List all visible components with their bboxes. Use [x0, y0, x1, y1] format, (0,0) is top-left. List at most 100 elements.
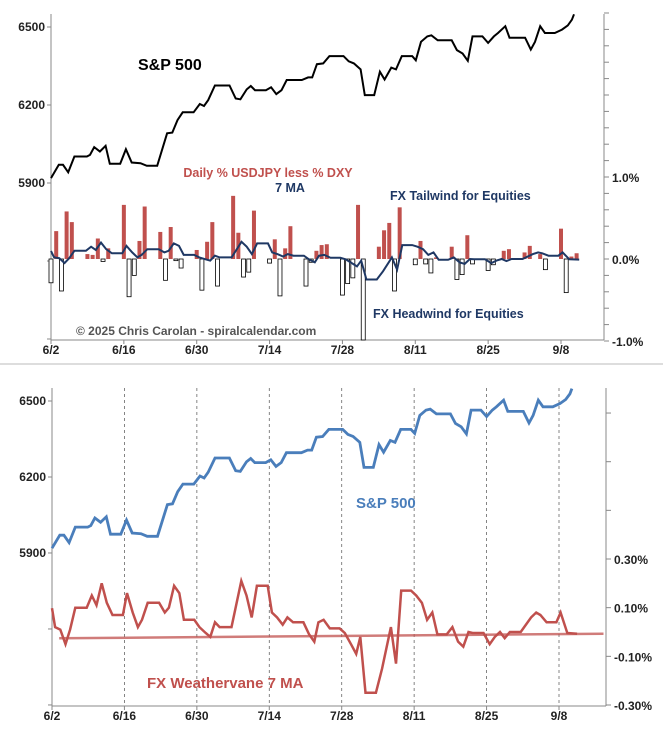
fx-bar-positive [168, 227, 173, 259]
x-axis-label: 8/11 [404, 343, 427, 357]
fx-bar-negative [428, 258, 434, 274]
fx-bar-negative [173, 258, 179, 262]
fx-bar-positive [205, 241, 210, 259]
left-axis-label: 6200 [18, 98, 45, 112]
fx-bar-positive [158, 231, 163, 259]
fx-7ma-line [50, 240, 580, 281]
fx-bar-positive [397, 207, 402, 259]
x-axis-label: 9/8 [553, 343, 570, 357]
sp500-line [50, 388, 574, 549]
fx-bar-positive [376, 246, 381, 259]
fx-bar-negative [303, 258, 309, 287]
right-axis-label: -0.30% [614, 699, 652, 713]
fx-bar-positive [85, 254, 90, 259]
fx-bar-negative [163, 258, 168, 281]
fx-bar-negative [412, 258, 418, 266]
bottom-sp500-label: S&P 500 [356, 495, 416, 512]
bottom-panel: 6500 6200 5900 0.30% 0.10% -0.10% -0.30% 6/2 6/1… [19, 388, 652, 723]
fx-bar-positive [356, 204, 361, 259]
fx-bar-positive [449, 246, 454, 259]
left-axis-label: 5900 [19, 546, 46, 560]
fx-bar-positive [210, 222, 215, 259]
daily-fx-label: Daily % USDJPY less % DXY [183, 166, 353, 180]
x-axis-label: 9/8 [551, 709, 568, 723]
top-7ma-label: 7 MA [275, 181, 305, 195]
fx-weathervane-line [50, 576, 578, 695]
fx-bar-positive [387, 222, 392, 259]
fx-bar-negative [345, 258, 351, 285]
fx-bar-negative [126, 258, 132, 298]
top-sp500-label: S&P 500 [138, 57, 202, 74]
fx-bar-negative [340, 258, 345, 296]
fx-bar-positive [569, 256, 574, 259]
fx-bar-negative [131, 258, 137, 276]
fx-bar-negative [215, 258, 220, 287]
left-axis-label: 5900 [18, 176, 45, 190]
right-axis-label: -1.0% [612, 335, 644, 349]
fx-bar-negative [563, 258, 569, 294]
fx-bar-positive [527, 245, 532, 259]
x-axis-label: 8/25 [476, 343, 500, 357]
fx-bar-positive [522, 252, 527, 259]
fx-bar-positive [121, 204, 126, 259]
copyright-label: © 2025 Chris Carolan - spiralcalendar.co… [76, 324, 316, 338]
fx-bar-negative [360, 258, 366, 341]
left-axis-label: 6500 [19, 394, 46, 408]
fx-bar-negative [48, 258, 54, 284]
left-axis-label: 6500 [18, 20, 45, 34]
fx-bar-positive [194, 249, 199, 259]
fx-bar-positive [251, 210, 256, 259]
fx-bar-negative [459, 258, 465, 275]
top-panel: 6500 6200 5900 1.0% 0.0% -1.0% 6/2 6/16 6/30 7/14… [18, 12, 644, 357]
left-axis-label: 6200 [19, 470, 46, 484]
fx-tailwind-label: FX Tailwind for Equities [390, 189, 531, 203]
fx-bar-positive [324, 244, 329, 259]
fx-bar-positive [64, 211, 69, 259]
fx-bar-negative [485, 258, 491, 271]
fx-bar-positive [272, 239, 277, 259]
fx-bar-positive [283, 248, 288, 259]
x-axis-label: 7/14 [258, 709, 282, 723]
x-axis-label: 6/16 [113, 709, 137, 723]
fx-bar-positive [106, 248, 111, 259]
fx-bar-positive [574, 253, 579, 259]
fx-bar-positive [465, 235, 470, 259]
fx-bar-negative [199, 258, 205, 291]
fx-bar-negative [59, 258, 64, 292]
fx-bar-negative [100, 258, 106, 262]
fx-bar-negative [267, 258, 272, 264]
fx-bar-negative [542, 258, 548, 271]
fx-bar-negative [241, 258, 246, 278]
fx-bar-positive [231, 195, 236, 259]
fx-bar-negative [423, 258, 429, 265]
weathervane-label: FX Weathervane 7 MA [147, 675, 304, 692]
fx-bar-positive [90, 254, 95, 259]
x-axis-label: 8/11 [403, 709, 426, 723]
fx-bar-negative [350, 258, 356, 279]
x-axis-label: 6/16 [112, 343, 136, 357]
fx-7ma-trendline [59, 632, 604, 640]
fx-bar-negative [277, 258, 283, 297]
right-axis-label: 1.0% [612, 171, 640, 185]
fx-bar-positive [501, 250, 506, 259]
x-axis-label: 6/2 [44, 709, 61, 723]
x-axis-label: 7/14 [258, 343, 282, 357]
fx-bar-positive [288, 226, 293, 259]
fx-bar-positive [538, 254, 543, 259]
fx-bar-positive [69, 222, 74, 259]
right-axis-label: -0.10% [614, 650, 652, 664]
x-axis-label: 6/2 [43, 343, 60, 357]
fx-bar-positive [506, 249, 511, 259]
x-axis-label: 6/30 [185, 709, 209, 723]
x-axis-label: 7/28 [331, 343, 355, 357]
fx-bar-positive [319, 245, 324, 259]
right-axis-label: 0.10% [614, 602, 648, 616]
x-axis-label: 6/30 [185, 343, 209, 357]
fx-bar-positive [142, 206, 147, 259]
fx-bar-positive [559, 228, 563, 259]
right-axis-label: 0.30% [614, 553, 648, 567]
fx-bar-positive [54, 231, 59, 259]
x-axis-label: 8/25 [475, 709, 499, 723]
fx-bar-positive [137, 240, 142, 259]
